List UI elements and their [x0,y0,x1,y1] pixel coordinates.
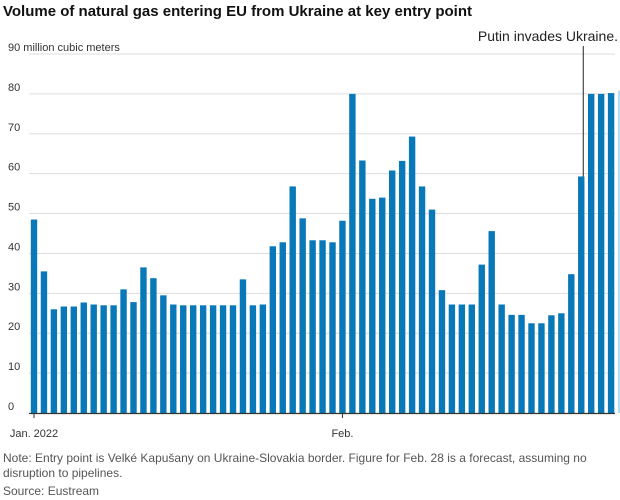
y-tick-label: 30 [8,281,20,293]
bar [597,93,605,413]
bar [289,186,296,413]
bar [150,278,157,413]
bar [349,93,356,413]
annotation: Putin invades Ukraine. [478,28,618,177]
bar [299,218,306,413]
bar [438,290,446,413]
bar [160,295,167,413]
bar [538,323,545,413]
bar [269,246,276,413]
chart-footnote: Note: Entry point is Velké Kapušany on U… [3,451,587,480]
bar [50,309,58,413]
bar [488,231,495,413]
bar [120,289,127,413]
bar [90,304,97,413]
bar [80,302,87,413]
bar-forecast [617,90,620,413]
y-tick-label: 80 [8,82,20,94]
bar [568,274,575,413]
bar [528,323,535,413]
bar [329,242,336,413]
bar [418,186,426,413]
bar [548,315,555,413]
y-tick-label: 20 [8,321,20,333]
bar [369,198,376,413]
bar [319,240,326,413]
bar [398,160,406,413]
axes: 0 10 20 30 40 50 60 70 80 90 million cubic meters… [8,42,615,440]
bar [259,304,267,413]
chart-title: Volume of natural gas entering EU from U… [3,3,472,20]
bar [498,304,505,413]
bar [408,136,416,413]
bar [190,305,197,413]
bar [558,313,565,413]
x-tick-label: Jan. 2022 [10,428,58,440]
bar [279,242,286,413]
y-tick-label: 70 [8,122,20,134]
bar [70,306,77,413]
x-tick-label: Feb. [331,428,353,440]
bar [229,305,237,413]
y-tick-label: 40 [8,241,20,253]
bar [130,302,137,413]
bar [578,176,585,413]
y-tick-label: 10 [8,361,20,373]
bar [249,305,257,413]
bar [100,305,107,413]
bar [180,305,187,413]
bar [379,197,386,413]
bar [518,314,525,413]
bar [199,305,207,413]
bar [458,304,466,413]
bar [607,93,615,413]
bar-chart: Volume of natural gas entering EU from U… [3,3,620,440]
y-tick-label: 50 [8,202,20,214]
bar [389,170,396,413]
bar [468,304,475,413]
bar [339,220,346,413]
bar [239,279,247,413]
bars [30,90,620,413]
bar [60,306,68,413]
bar [140,267,147,413]
bar [30,219,38,413]
y-axis-unit-label: 90 million cubic meters [8,42,120,54]
bar [508,314,515,413]
y-tick-label: 60 [8,162,20,174]
bar [478,264,485,413]
bar [309,240,316,413]
bar [359,160,366,413]
annotation-label: Putin invades Ukraine. [478,28,618,44]
y-tick-label: 0 [8,401,14,413]
bar [219,305,227,413]
chart-source: Source: Eustream [3,484,100,498]
bar [428,209,436,413]
bar [209,305,217,413]
bar [40,271,48,413]
bar [110,305,117,413]
bar [448,304,456,413]
bar [588,93,595,413]
bar [170,304,177,413]
